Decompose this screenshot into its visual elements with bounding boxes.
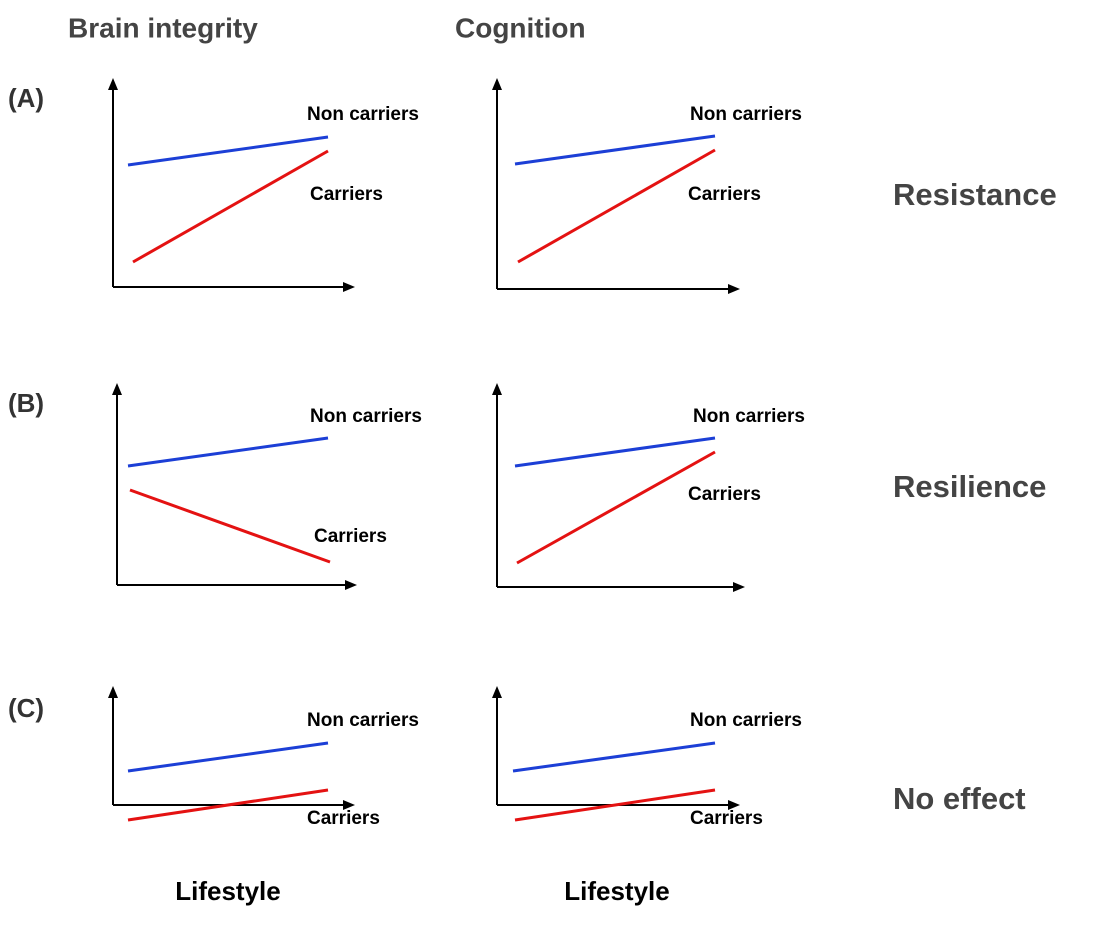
- carrier-line: [517, 148, 716, 264]
- row-label: (A): [8, 83, 44, 113]
- outcome-label: Resilience: [893, 469, 1046, 504]
- row-label: (B): [8, 388, 44, 418]
- non-carrier-line: [127, 135, 329, 167]
- line-label: Non carriers: [693, 406, 805, 427]
- axis-arrow: [108, 78, 118, 90]
- non-carrier-line: [127, 741, 329, 773]
- axis-arrow: [492, 383, 502, 395]
- non-carrier-line: [514, 436, 716, 468]
- axis-arrow: [343, 800, 355, 810]
- axis-arrow: [345, 580, 357, 590]
- non-carrier-line: [514, 134, 716, 166]
- row-label: (C): [8, 693, 44, 723]
- x-axis-label: Lifestyle: [564, 876, 670, 906]
- outcome-label: Resistance: [893, 177, 1057, 212]
- axis-arrow: [733, 582, 745, 592]
- line-label: Carriers: [688, 184, 761, 205]
- outcome-label: No effect: [893, 781, 1026, 816]
- axis-arrow: [112, 383, 122, 395]
- axis-arrow: [728, 800, 740, 810]
- line-label: Non carriers: [690, 104, 802, 125]
- line-label: Carriers: [690, 808, 763, 829]
- carrier-line: [129, 488, 331, 564]
- non-carrier-line: [512, 741, 716, 773]
- axis-arrow: [492, 686, 502, 698]
- axis-arrow: [108, 686, 118, 698]
- non-carrier-line: [127, 436, 329, 468]
- line-label: Non carriers: [307, 104, 419, 125]
- carrier-line: [516, 450, 716, 565]
- line-label: Non carriers: [690, 710, 802, 731]
- line-label: Carriers: [310, 184, 383, 205]
- axis-arrow: [728, 284, 740, 294]
- axis-arrow: [343, 282, 355, 292]
- line-label: Non carriers: [307, 710, 419, 731]
- line-label: Non carriers: [310, 406, 422, 427]
- line-label: Carriers: [307, 808, 380, 829]
- carrier-line: [127, 788, 329, 822]
- x-axis-label: Lifestyle: [175, 876, 281, 906]
- line-label: Carriers: [688, 484, 761, 505]
- column-title: Brain integrity: [68, 12, 258, 43]
- carrier-line: [514, 788, 716, 822]
- line-label: Carriers: [314, 526, 387, 547]
- carrier-line: [132, 149, 329, 264]
- column-title: Cognition: [455, 12, 586, 43]
- axis-arrow: [492, 78, 502, 90]
